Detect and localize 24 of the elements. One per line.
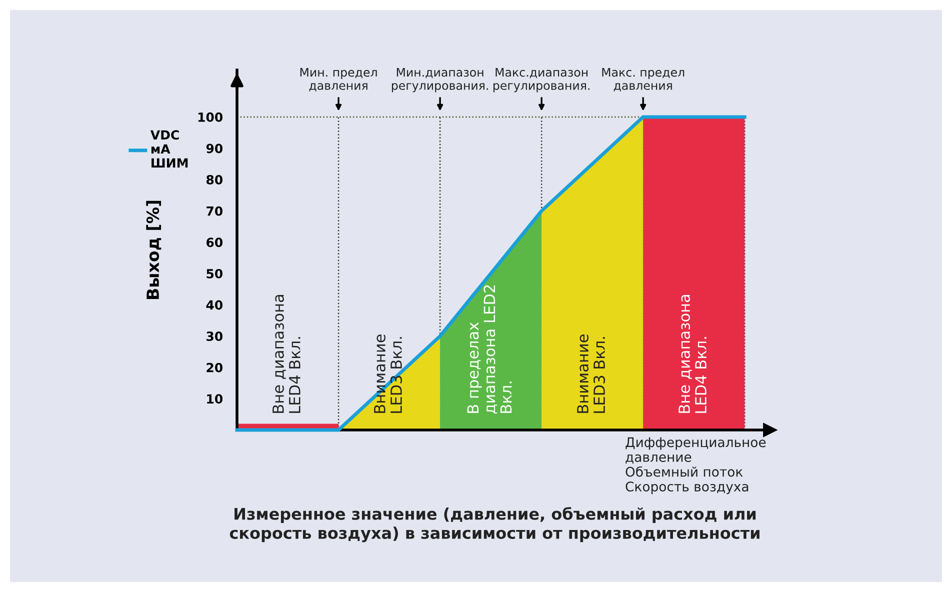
x-tick-label: Макс. предел давления [602,68,684,92]
text: Измеренное значение (давление, объемный расход или скорость воздуха) в зависимости от производительности [230,507,760,542]
y-tick-label: 30 [206,332,223,342]
y-tick-label: 10 [207,394,223,404]
y-tick-label: 40 [206,300,223,310]
series-label: В пределах диапазона LED2 Вкл. [467,285,512,414]
y-tick-label: 50 [206,268,223,278]
y-tick-label: 80 [206,175,223,184]
y-tick-label: 90 [206,144,223,154]
x-axis-title: Дифференциальное давление Объемный поток Скорость воздуха [626,437,766,494]
x-tick-label: Мин.диапазон регулирования. [392,68,488,92]
legend-label: VDC мА ШИМ [150,130,188,168]
x-tick-label: Мин. предел давления [300,68,377,92]
text: Вне диапазона LED4 Вкл. [272,294,300,413]
x-tick-label: Макс.диапазон регулирования. [493,68,590,92]
y-tick-label: 70 [206,206,223,216]
series-label: Внимание LED3 Вкл. [577,334,606,413]
y-tick-label: 100 [198,112,223,122]
text: Внимание LED3 Вкл. [374,334,402,413]
y-tick-label: 60 [206,238,223,248]
line-series [235,115,746,432]
y-axis-title: Выход [%] [146,200,162,300]
y-tick-label: 20 [206,362,223,372]
series-label: Вне диапазона LED4 Вкл. [678,294,706,413]
